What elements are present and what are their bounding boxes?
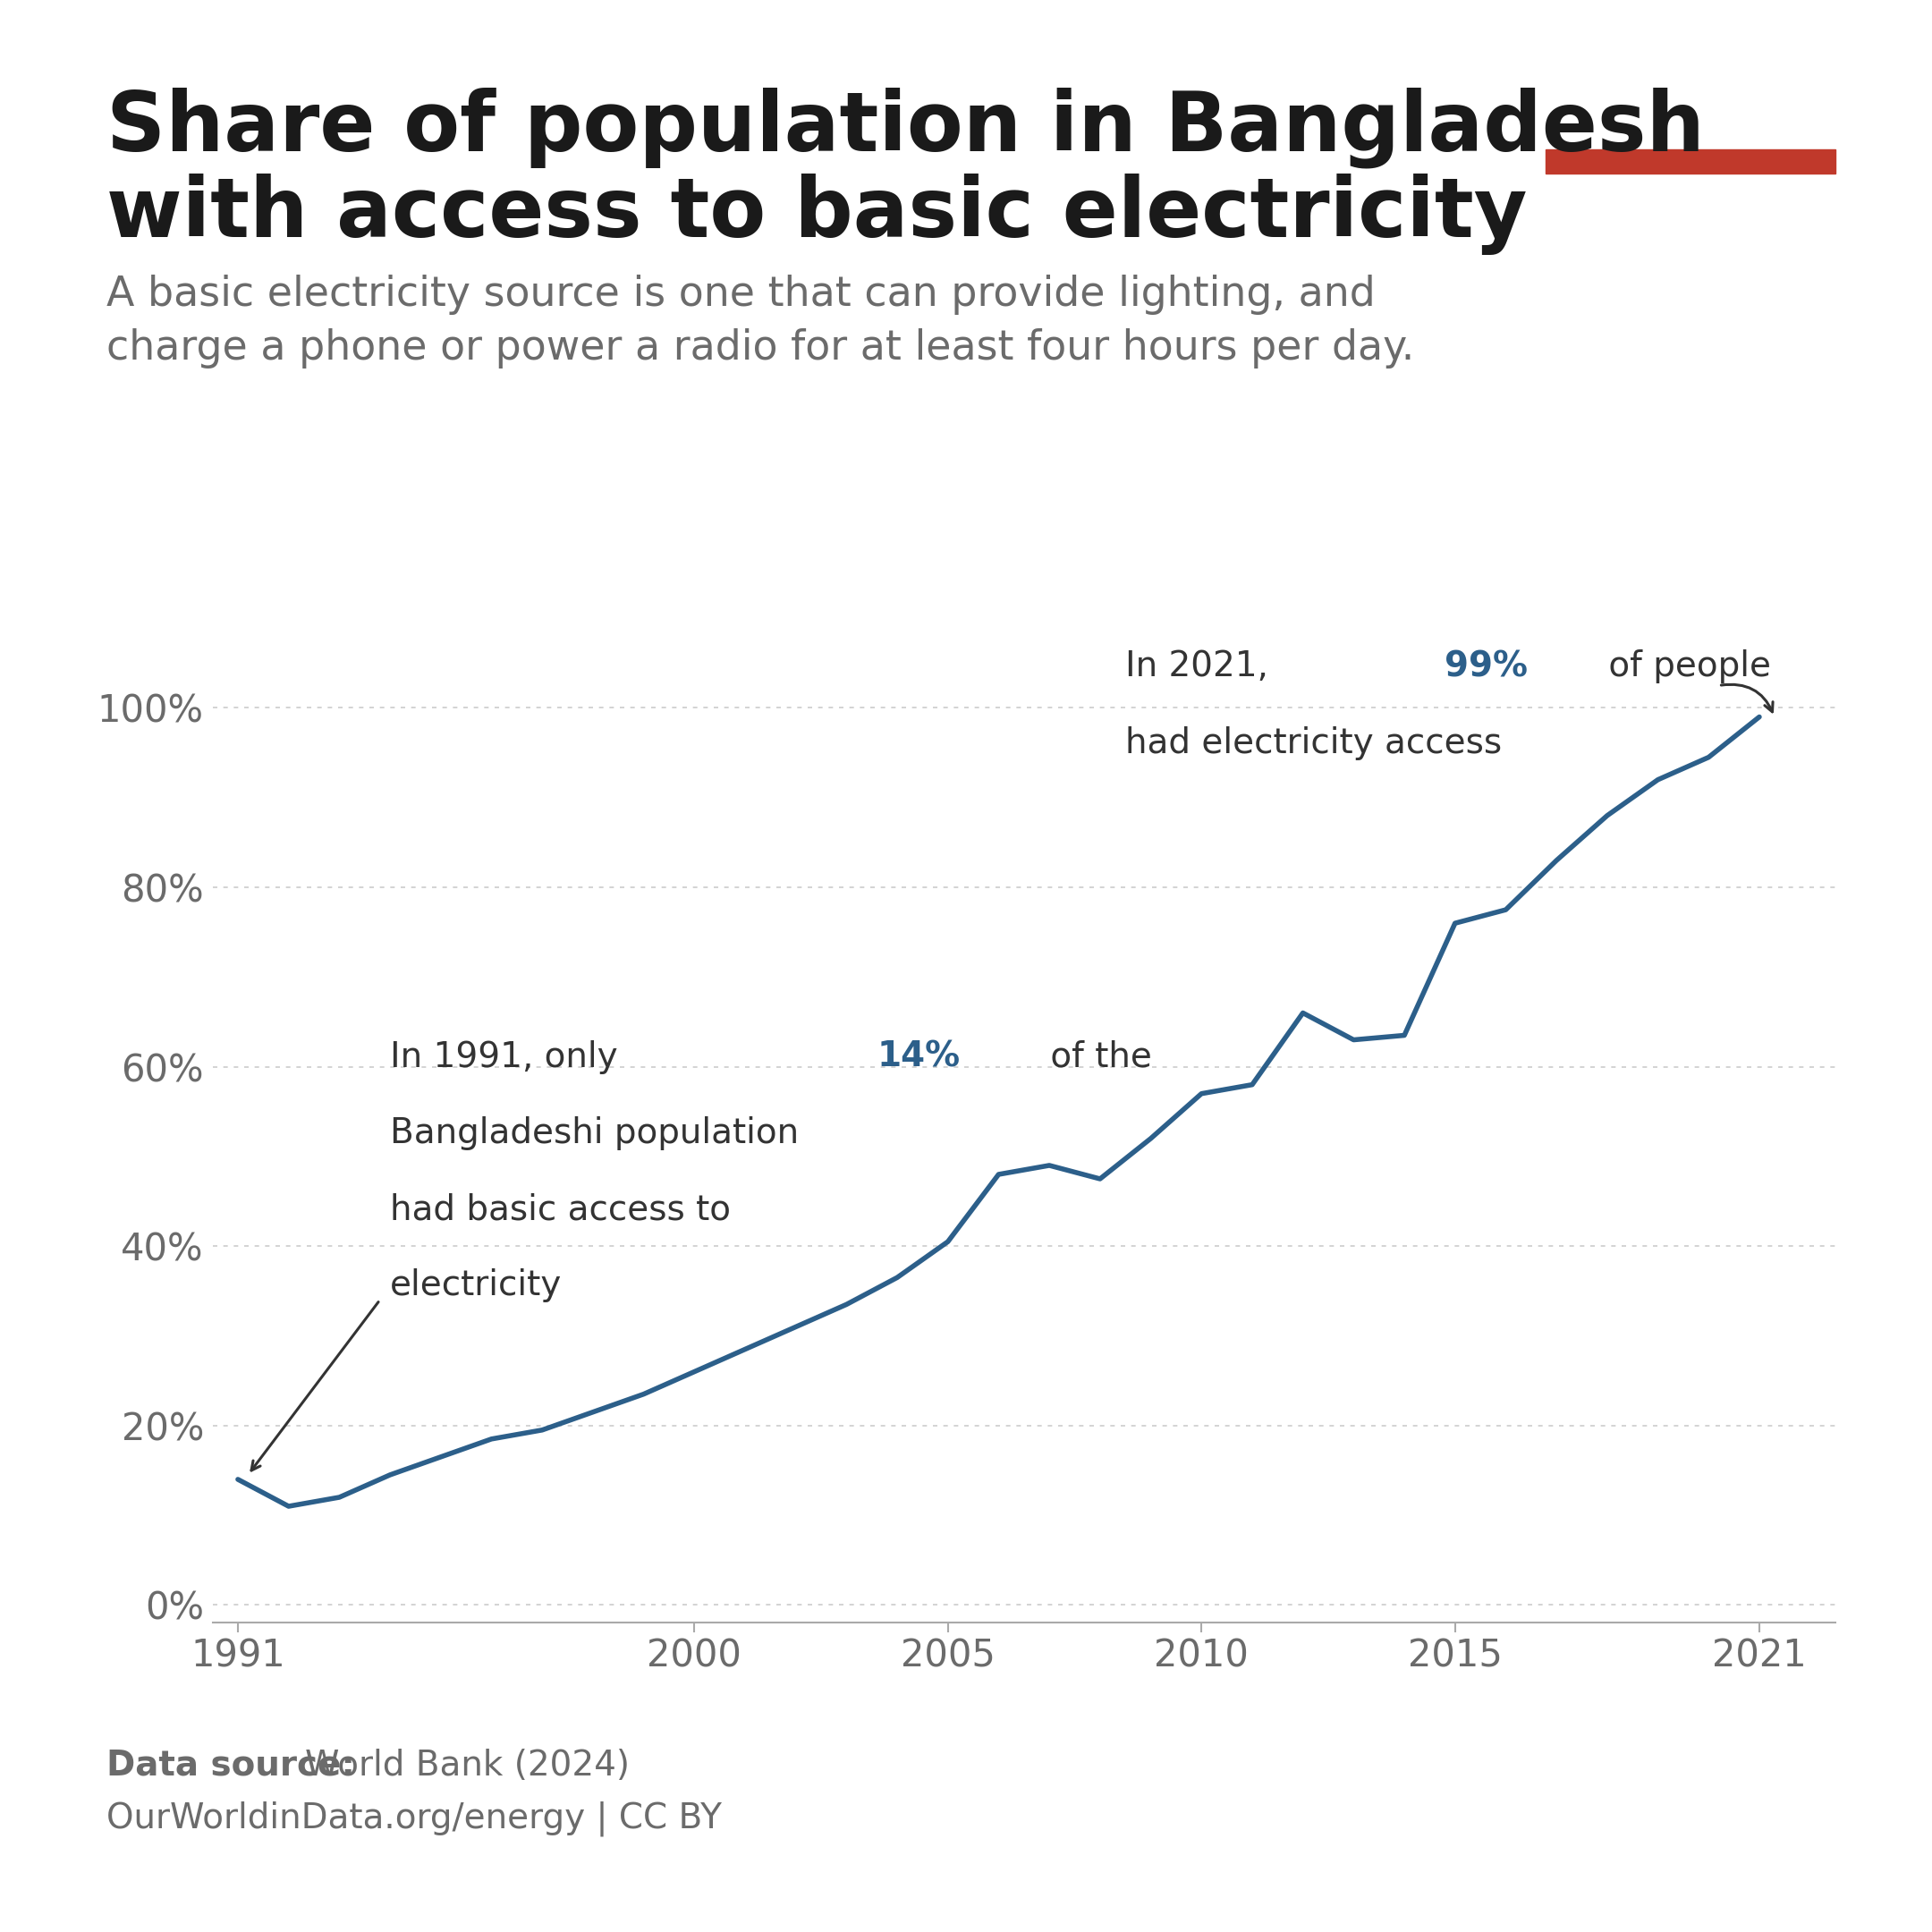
Text: with access to basic electricity: with access to basic electricity: [106, 174, 1526, 255]
Text: in Data: in Data: [1631, 100, 1750, 129]
Text: OurWorldinData.org/energy | CC BY: OurWorldinData.org/energy | CC BY: [106, 1801, 723, 1835]
Text: charge a phone or power a radio for at least four hours per day.: charge a phone or power a radio for at l…: [106, 328, 1414, 369]
Text: Bangladeshi population: Bangladeshi population: [390, 1117, 800, 1150]
Text: Share of population in Bangladesh: Share of population in Bangladesh: [106, 87, 1704, 168]
Text: World Bank (2024): World Bank (2024): [305, 1748, 630, 1783]
Text: 99%: 99%: [1445, 649, 1528, 684]
Text: Data source:: Data source:: [106, 1748, 355, 1783]
Text: In 2021,: In 2021,: [1126, 649, 1279, 684]
Bar: [1546, 149, 1835, 174]
Text: of people: of people: [1598, 649, 1770, 684]
Text: In 1991, only: In 1991, only: [390, 1039, 628, 1074]
Text: of the: of the: [1039, 1039, 1151, 1074]
Text: electricity: electricity: [390, 1269, 562, 1302]
Text: Our World: Our World: [1605, 50, 1776, 81]
Text: 14%: 14%: [877, 1039, 960, 1074]
Text: A basic electricity source is one that can provide lighting, and: A basic electricity source is one that c…: [106, 274, 1376, 315]
Text: had basic access to: had basic access to: [390, 1192, 730, 1227]
Text: had electricity access: had electricity access: [1126, 726, 1501, 759]
